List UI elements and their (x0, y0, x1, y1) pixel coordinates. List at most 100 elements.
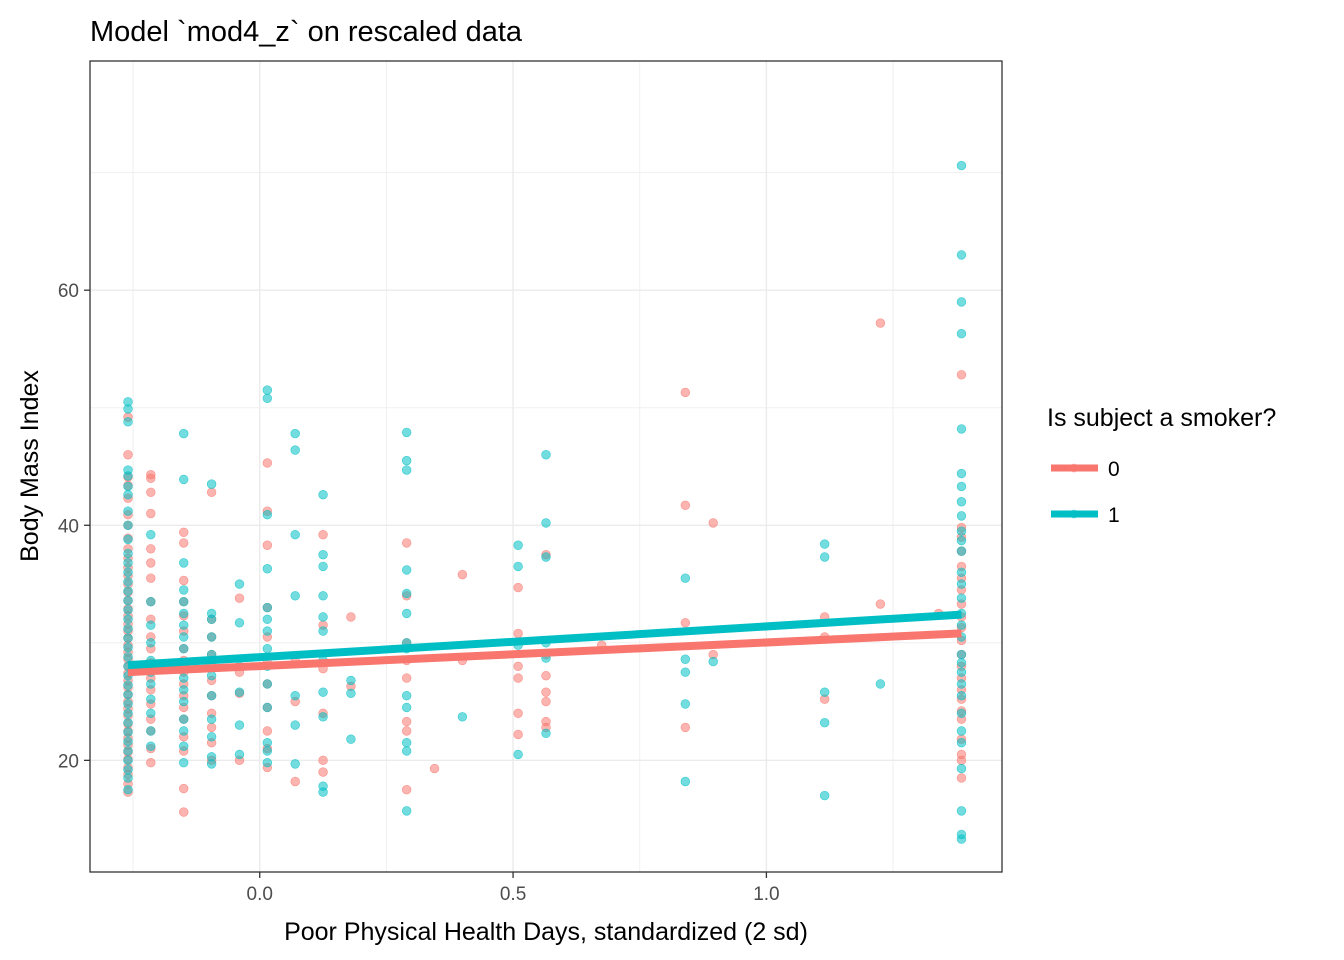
data-point-series-1 (123, 520, 133, 530)
data-point-series-1 (123, 736, 133, 747)
data-point-series-0 (146, 508, 156, 519)
data-point-series-0 (680, 387, 691, 398)
data-point-series-1 (318, 626, 328, 636)
data-point-series-0 (875, 599, 886, 609)
legend-keys: 01 (1051, 458, 1120, 527)
data-point-series-1 (346, 675, 356, 686)
data-point-series-0 (146, 470, 156, 480)
data-point-series-0 (708, 518, 718, 528)
data-point-series-1 (123, 755, 133, 766)
data-point-series-0 (206, 487, 217, 498)
data-point-series-1 (206, 479, 217, 489)
data-point-series-1 (401, 565, 412, 575)
data-point-series-0 (680, 722, 691, 733)
data-point-series-1 (146, 638, 156, 648)
data-point-series-0 (513, 582, 523, 593)
data-point-series-1 (541, 728, 551, 739)
data-point-series-1 (206, 632, 217, 642)
data-point-series-1 (123, 633, 133, 643)
data-point-series-1 (401, 465, 412, 475)
data-point-series-1 (206, 732, 217, 742)
data-point-series-1 (123, 652, 133, 662)
data-point-series-0 (123, 450, 133, 460)
x-axis-ticks: 0.0 0.5 1.0 (247, 872, 780, 905)
data-point-series-1 (123, 534, 133, 545)
data-point-series-1 (262, 702, 273, 713)
data-point-series-1 (179, 608, 189, 619)
data-point-series-1 (819, 539, 830, 549)
y-tick-label: 40 (58, 516, 79, 537)
data-point-series-1 (956, 806, 967, 816)
data-point-series-1 (234, 579, 245, 589)
data-point-series-1 (956, 481, 967, 492)
data-point-series-0 (541, 671, 551, 681)
data-point-series-1 (206, 690, 217, 701)
data-point-series-0 (513, 729, 523, 740)
data-point-series-1 (956, 679, 967, 689)
data-point-series-1 (234, 687, 245, 697)
fit-line-series-1 (127, 610, 962, 670)
data-point-series-0 (401, 785, 412, 795)
data-point-series-1 (401, 588, 412, 599)
data-point-series-1 (123, 465, 133, 475)
data-point-series-1 (318, 490, 328, 500)
data-point-series-1 (123, 718, 133, 728)
data-point-series-1 (234, 720, 245, 730)
data-point-series-1 (234, 618, 245, 628)
data-point-series-1 (290, 720, 300, 730)
data-point-series-1 (318, 591, 328, 601)
data-point-series-1 (123, 765, 133, 775)
data-point-series-1 (290, 445, 300, 455)
fit-lines (127, 610, 962, 677)
data-point-series-0 (513, 661, 523, 672)
data-point-series-1 (262, 738, 273, 748)
data-point-series-1 (956, 497, 967, 507)
data-point-series-1 (234, 749, 245, 760)
data-point-series-1 (541, 450, 551, 460)
data-point-series-1 (956, 726, 967, 736)
data-point-series-1 (262, 602, 273, 613)
data-point-series-1 (318, 687, 328, 697)
data-point-series-1 (956, 526, 967, 536)
data-point-series-1 (123, 623, 133, 634)
legend-label: 0 (1108, 458, 1120, 481)
data-point-series-1 (819, 687, 830, 697)
data-point-series-1 (146, 620, 156, 630)
data-point-series-1 (123, 727, 133, 737)
x-tick-label: 1.0 (753, 884, 779, 905)
data-point-series-1 (262, 757, 273, 768)
data-point-series-0 (346, 612, 356, 622)
data-point-series-1 (680, 776, 691, 787)
data-point-series-1 (179, 643, 189, 654)
y-axis-label: Body Mass Index (16, 370, 44, 562)
data-point-series-1 (819, 790, 830, 801)
data-point-series-1 (179, 685, 189, 695)
data-point-series-0 (457, 569, 468, 580)
data-point-series-1 (956, 160, 967, 171)
data-point-series-1 (956, 424, 967, 434)
data-point-series-1 (401, 738, 412, 748)
data-point-series-1 (318, 549, 328, 560)
data-point-series-1 (206, 608, 217, 619)
data-point-series-0 (956, 370, 967, 380)
data-point-series-0 (146, 573, 156, 583)
data-point-series-0 (401, 716, 412, 727)
data-point-series-1 (262, 643, 273, 654)
data-point-series-1 (179, 620, 189, 630)
data-point-series-1 (290, 428, 300, 439)
data-point-series-1 (146, 694, 156, 704)
data-point-series-1 (956, 649, 967, 660)
data-point-series-1 (146, 741, 156, 751)
data-point-series-1 (179, 585, 189, 595)
legend: Is subject a smoker? 01 (1047, 404, 1276, 527)
fit-line-series-0 (127, 629, 962, 677)
data-point-series-1 (179, 714, 189, 724)
data-point-series-1 (262, 626, 273, 636)
data-point-series-1 (956, 546, 967, 556)
data-point-series-1 (123, 680, 133, 690)
data-point-series-1 (318, 712, 328, 722)
data-point-series-0 (318, 529, 328, 540)
data-point-series-0 (429, 763, 440, 774)
data-point-series-1 (123, 586, 133, 596)
